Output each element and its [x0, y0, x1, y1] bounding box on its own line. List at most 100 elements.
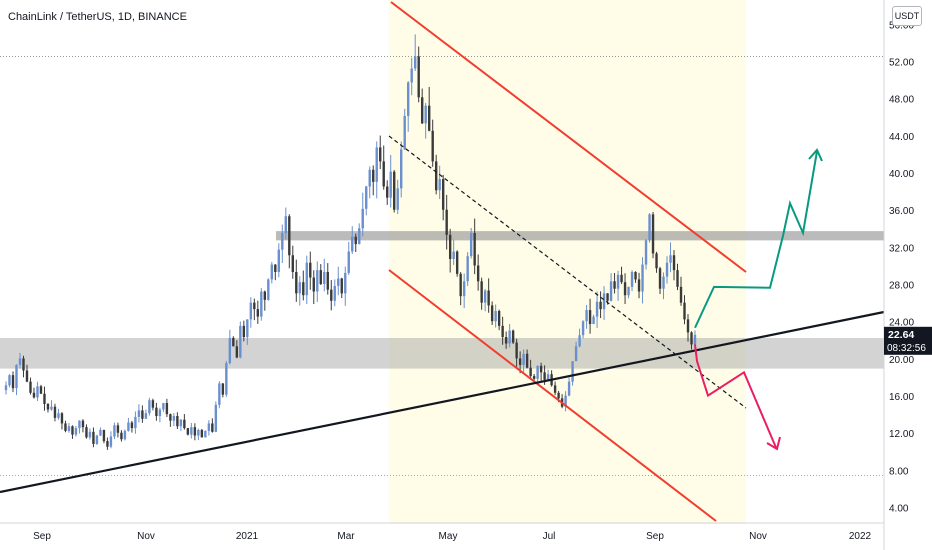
candle-body — [627, 286, 630, 296]
candle-body — [466, 256, 469, 282]
candle-body — [197, 429, 200, 436]
candle-body — [441, 179, 445, 210]
candle-body — [249, 302, 253, 320]
price-axis: 4.00 8.00 12.00 16.00 20.00 24.00 28.00 32.00 36… — [883, 0, 932, 550]
candle-body — [669, 255, 672, 263]
candle-body — [641, 264, 644, 292]
candle-body — [162, 403, 165, 410]
time-tick-label: 2022 — [849, 531, 872, 542]
candle-body — [183, 419, 186, 429]
candle-body — [581, 321, 585, 336]
candle-body — [616, 274, 620, 289]
candle-body — [277, 249, 281, 272]
candle-body — [403, 115, 406, 150]
candle-body — [382, 161, 385, 187]
candle-body — [116, 425, 120, 433]
candle-body — [623, 282, 627, 296]
time-tick-label: Mar — [337, 531, 355, 542]
resistance-zone — [276, 231, 884, 241]
candle-body — [8, 375, 11, 386]
candle-body — [78, 420, 81, 429]
candle-body — [39, 386, 43, 394]
price-tick-label: 44.00 — [889, 132, 914, 143]
candle-body — [574, 346, 578, 362]
candle-body — [36, 386, 39, 398]
price-tick-label: 40.00 — [889, 169, 914, 180]
chart-title: ChainLink / TetherUS, 1D, BINANCE — [8, 11, 187, 23]
channel-midline — [388, 135, 747, 409]
candle-body — [368, 169, 371, 187]
candle-body — [106, 441, 109, 447]
candle-body — [92, 431, 95, 444]
candle-body — [494, 311, 497, 322]
candle-body — [585, 310, 588, 322]
candle-body — [609, 281, 613, 301]
candle-body — [396, 188, 399, 210]
channel-highlight — [389, 0, 746, 524]
candle-body — [288, 216, 291, 256]
bar-countdown-label: 08:32:56 — [887, 343, 926, 354]
candle-body — [155, 407, 158, 417]
candle-body — [379, 147, 382, 162]
candle-body — [18, 358, 22, 365]
candle-body — [630, 271, 634, 287]
candle-body — [148, 400, 151, 414]
candle-body — [221, 383, 225, 395]
candle-body — [372, 169, 375, 182]
candle-body — [102, 429, 106, 442]
candle-body — [225, 363, 228, 395]
candle-body — [204, 430, 207, 438]
candle-body — [228, 337, 232, 364]
candle-body — [546, 374, 550, 380]
candle-body — [190, 427, 193, 435]
candle-body — [256, 309, 260, 317]
candle-body — [536, 365, 539, 379]
candle-body — [263, 291, 267, 300]
candle-body — [665, 262, 669, 277]
candle-body — [651, 214, 655, 254]
candle-body — [637, 279, 641, 292]
price-tick-label: 8.00 — [889, 466, 909, 477]
candle-body — [469, 232, 473, 257]
candle-body — [239, 325, 242, 358]
price-tick-label: 4.00 — [889, 504, 909, 515]
currency-badge[interactable]: USDT — [892, 6, 922, 26]
candle-body — [532, 376, 536, 379]
price-tick-label: 36.00 — [889, 206, 914, 217]
candle-body — [113, 425, 116, 437]
candle-body — [602, 293, 606, 310]
time-tick-label: Nov — [137, 531, 155, 542]
candle-body — [525, 353, 529, 368]
candle-body — [29, 381, 32, 393]
grid — [0, 56, 884, 524]
candle-body — [326, 271, 329, 290]
candle-body — [43, 393, 46, 404]
candle-body — [141, 410, 144, 419]
candle-body — [130, 422, 134, 429]
candle-body — [676, 270, 679, 287]
candle-body — [281, 232, 284, 250]
time-tick-label: 2021 — [236, 531, 259, 542]
candle-body — [361, 208, 364, 229]
channel-lower-line — [388, 269, 717, 522]
bear-projection-path — [694, 344, 777, 448]
time-tick-label: Nov — [749, 531, 767, 542]
candle-body — [316, 270, 319, 292]
candle-body — [613, 281, 616, 289]
candle-body — [690, 332, 693, 345]
candle-body — [501, 325, 504, 338]
bull-arrowhead — [808, 148, 823, 162]
candle-body — [407, 82, 410, 116]
bear-arrowhead — [766, 436, 781, 451]
candle-body — [235, 346, 239, 358]
candle-body — [253, 302, 256, 310]
price-tick-label: 28.00 — [889, 281, 914, 292]
candle-body — [693, 334, 697, 345]
candle-body — [11, 375, 15, 389]
candle-body — [578, 335, 581, 347]
candle-body — [284, 216, 287, 233]
candle-body — [564, 395, 567, 407]
candle-body — [186, 428, 190, 435]
candle-body — [487, 290, 490, 306]
